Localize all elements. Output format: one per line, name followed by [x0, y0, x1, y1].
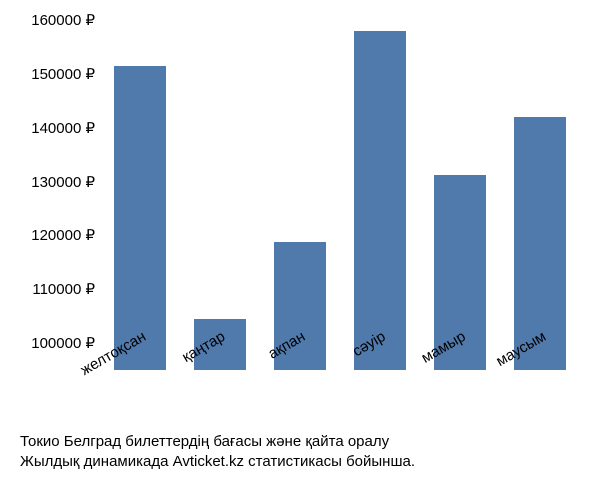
x-tick: қаңтар [180, 320, 260, 380]
caption-line-1: Токио Белград билеттердің бағасы және қа… [20, 432, 415, 452]
chart-caption: Токио Белград билеттердің бағасы және қа… [20, 432, 415, 473]
plot-area: 100000 ₽110000 ₽120000 ₽130000 ₽140000 ₽… [100, 20, 580, 370]
y-tick: 100000 ₽ [10, 334, 95, 352]
x-tick: ақпан [260, 320, 340, 380]
x-tick: сәуір [340, 320, 420, 380]
x-tick: мамыр [420, 320, 500, 380]
bar-slot [500, 20, 580, 370]
y-tick: 140000 ₽ [10, 119, 95, 137]
y-tick: 130000 ₽ [10, 173, 95, 191]
y-axis: 100000 ₽ 110000 ₽ 120000 ₽ 130000 ₽ 140000 ₽… [10, 20, 95, 370]
x-tick: желтоқсан [100, 320, 180, 380]
bar-slot [420, 20, 500, 370]
price-chart: 100000 ₽110000 ₽120000 ₽130000 ₽140000 ₽… [100, 20, 580, 370]
bar-slot [260, 20, 340, 370]
bar-slot [100, 20, 180, 370]
x-axis: желтоқсанқаңтарақпансәуірмамырмаусым [100, 320, 580, 380]
y-tick: 120000 ₽ [10, 226, 95, 244]
caption-line-2: Жылдық динамикада Avticket.kz статистика… [20, 452, 415, 472]
y-tick: 110000 ₽ [10, 280, 95, 298]
bar-slot [340, 20, 420, 370]
y-tick: 160000 ₽ [10, 11, 95, 29]
bars-group [100, 20, 580, 370]
x-tick: маусым [500, 320, 580, 380]
y-tick: 150000 ₽ [10, 65, 95, 83]
bar-slot [180, 20, 260, 370]
